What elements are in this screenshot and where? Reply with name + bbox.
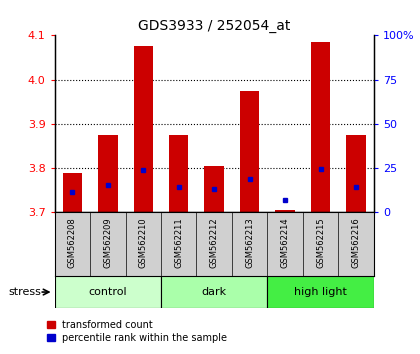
Bar — [134, 46, 153, 212]
Text: GSM562214: GSM562214 — [281, 217, 290, 268]
Text: GSM562209: GSM562209 — [103, 217, 112, 268]
Text: GSM562216: GSM562216 — [352, 217, 360, 268]
Bar — [276, 210, 295, 212]
Text: GSM562212: GSM562212 — [210, 217, 219, 268]
Text: GSM562208: GSM562208 — [68, 217, 77, 268]
Text: GSM562211: GSM562211 — [174, 217, 183, 268]
Bar — [169, 135, 189, 212]
Bar — [240, 91, 260, 212]
Bar — [268, 276, 374, 308]
Bar — [55, 276, 161, 308]
Text: GSM562213: GSM562213 — [245, 217, 254, 268]
Bar — [311, 42, 331, 212]
Text: high light: high light — [294, 287, 347, 297]
Bar — [205, 166, 224, 212]
Legend: transformed count, percentile rank within the sample: transformed count, percentile rank withi… — [47, 320, 227, 343]
Text: dark: dark — [202, 287, 227, 297]
Bar — [346, 135, 366, 212]
Text: stress: stress — [8, 287, 41, 297]
Text: GSM562210: GSM562210 — [139, 217, 148, 268]
Bar — [63, 173, 82, 212]
Title: GDS3933 / 252054_at: GDS3933 / 252054_at — [138, 19, 290, 33]
Text: control: control — [89, 287, 127, 297]
Bar — [161, 276, 268, 308]
Bar — [98, 135, 118, 212]
Text: GSM562215: GSM562215 — [316, 217, 325, 268]
